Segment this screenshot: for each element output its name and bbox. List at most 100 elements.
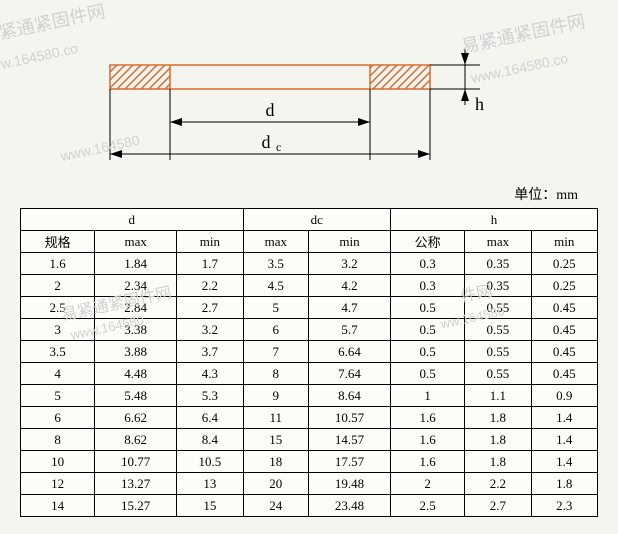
table-cell: 4.3 [177,363,243,385]
table-cell: 3.2 [177,319,243,341]
table-cell: 10 [21,451,95,473]
table-cell: 5.48 [95,385,177,407]
spec-table: d dc h 规格maxminmaxmin公称maxmin 1.61.841.7… [20,208,598,517]
table-cell: 0.45 [531,297,597,319]
table-cell: 0.5 [391,319,465,341]
table-cell: 18 [243,451,309,473]
table-cell: 5 [21,385,95,407]
group-header-h: h [391,209,598,231]
table-cell: 4 [21,363,95,385]
table-cell: 0.35 [465,253,531,275]
table-cell: 6.62 [95,407,177,429]
table-cell: 5.3 [177,385,243,407]
table-cell: 0.5 [391,363,465,385]
table-cell: 0.3 [391,253,465,275]
table-cell: 1.6 [391,451,465,473]
table-cell: 0.5 [391,341,465,363]
group-header-dc: dc [243,209,390,231]
table-row: 1.61.841.73.53.20.30.350.25 [21,253,598,275]
table-cell: 3.5 [243,253,309,275]
table-cell: 7.64 [309,363,391,385]
table-cell: 17.57 [309,451,391,473]
table-cell: 0.9 [531,385,597,407]
table-cell: 1.6 [391,407,465,429]
table-cell: 0.55 [465,341,531,363]
table-cell: 1 [391,385,465,407]
washer-diagram: d d c h [20,10,598,190]
table-row: 88.628.41514.571.61.81.4 [21,429,598,451]
table-row: 22.342.24.54.20.30.350.25 [21,275,598,297]
sub-header: max [95,231,177,253]
table-cell: 2.5 [391,495,465,517]
table-cell: 0.25 [531,275,597,297]
table-cell: 13.27 [95,473,177,495]
table-cell: 3.88 [95,341,177,363]
table-cell: 15 [243,429,309,451]
group-header-row: d dc h [21,209,598,231]
sub-header: min [177,231,243,253]
table-cell: 1.4 [531,429,597,451]
table-cell: 6.64 [309,341,391,363]
table-cell: 2.7 [177,297,243,319]
sub-header: max [243,231,309,253]
table-cell: 1.1 [465,385,531,407]
table-row: 3.53.883.776.640.50.550.45 [21,341,598,363]
table-cell: 7 [243,341,309,363]
table-cell: 8 [243,363,309,385]
table-cell: 13 [177,473,243,495]
table-cell: 1.6 [391,429,465,451]
table-cell: 2.5 [21,297,95,319]
table-cell: 0.55 [465,363,531,385]
table-cell: 1.8 [465,429,531,451]
table-cell: 15.27 [95,495,177,517]
table-cell: 8.62 [95,429,177,451]
table-cell: 3 [21,319,95,341]
table-cell: 5.7 [309,319,391,341]
table-cell: 2.2 [177,275,243,297]
table-cell: 19.48 [309,473,391,495]
table-cell: 0.45 [531,319,597,341]
table-cell: 1.8 [531,473,597,495]
table-cell: 2.7 [465,495,531,517]
table-cell: 1.84 [95,253,177,275]
table-row: 2.52.842.754.70.50.550.45 [21,297,598,319]
table-cell: 2.34 [95,275,177,297]
table-cell: 1.4 [531,451,597,473]
svg-text:c: c [276,140,281,154]
table-cell: 1.8 [465,407,531,429]
table-cell: 14 [21,495,95,517]
table-cell: 2 [21,275,95,297]
table-cell: 1.7 [177,253,243,275]
sub-header: min [531,231,597,253]
table-cell: 0.5 [391,297,465,319]
table-cell: 2 [391,473,465,495]
table-cell: 2.2 [465,473,531,495]
table-cell: 1.4 [531,407,597,429]
table-cell: 14.57 [309,429,391,451]
table-row: 1010.7710.51817.571.61.81.4 [21,451,598,473]
table-cell: 10.5 [177,451,243,473]
table-row: 55.485.398.6411.10.9 [21,385,598,407]
table-cell: 10.57 [309,407,391,429]
table-cell: 23.48 [309,495,391,517]
table-cell: 0.45 [531,341,597,363]
table-body: 1.61.841.73.53.20.30.350.2522.342.24.54.… [21,253,598,517]
table-cell: 3.38 [95,319,177,341]
table-cell: 1.6 [21,253,95,275]
table-cell: 4.7 [309,297,391,319]
sub-header-row: 规格maxminmaxmin公称maxmin [21,231,598,253]
table-cell: 0.45 [531,363,597,385]
table-row: 1213.27132019.4822.21.8 [21,473,598,495]
sub-header: 公称 [391,231,465,253]
table-cell: 2.84 [95,297,177,319]
table-cell: 4.2 [309,275,391,297]
table-cell: 0.3 [391,275,465,297]
group-header-d: d [21,209,244,231]
table-cell: 10.77 [95,451,177,473]
table-cell: 4.48 [95,363,177,385]
table-cell: 3.2 [309,253,391,275]
table-cell: 0.35 [465,275,531,297]
table-cell: 24 [243,495,309,517]
table-cell: 15 [177,495,243,517]
table-cell: 0.25 [531,253,597,275]
